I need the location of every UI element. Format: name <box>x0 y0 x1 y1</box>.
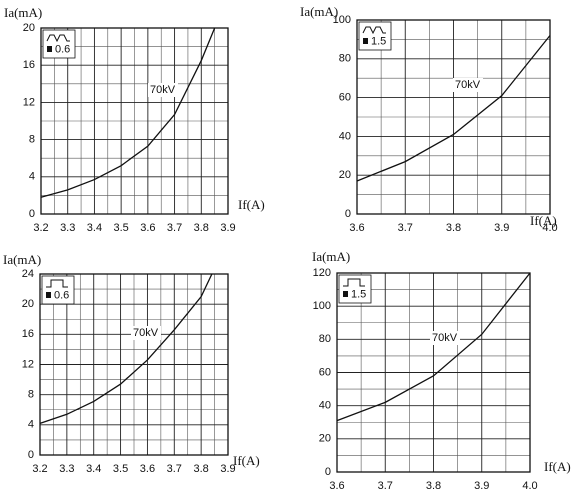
y-tick-label: 16 <box>22 328 34 340</box>
legend-box <box>358 21 392 51</box>
x-tick-label: 3.6 <box>329 480 344 492</box>
x-tick-label: 4.0 <box>542 222 557 234</box>
legend-square <box>47 46 52 52</box>
y-tick-label: 0 <box>345 208 351 220</box>
x-axis-label: If(A) <box>233 453 260 468</box>
x-tick-label: 3.7 <box>167 222 182 234</box>
x-tick-label: 3.8 <box>193 463 208 475</box>
x-tick-label: 3.4 <box>87 222 102 234</box>
y-tick-label: 20 <box>22 298 34 310</box>
y-tick-label: 12 <box>23 96 35 108</box>
x-tick-label: 3.8 <box>194 222 209 234</box>
label-bg <box>148 83 178 97</box>
legend-square <box>46 292 51 298</box>
legend-square <box>343 291 348 297</box>
y-tick-label: 4 <box>28 419 34 431</box>
x-tick-label: 4.0 <box>522 480 537 492</box>
curve <box>40 27 216 198</box>
y-tick-label: 100 <box>313 300 331 312</box>
y-tick-label: 0 <box>28 449 34 461</box>
y-tick-label: 0 <box>325 466 331 478</box>
y-tick-label: 16 <box>23 59 35 71</box>
x-axis-label: If(A) <box>530 213 557 228</box>
pulse-icon <box>46 34 70 43</box>
label-bg <box>131 326 161 340</box>
y-tick-label: 20 <box>339 169 351 181</box>
x-tick-label: 3.8 <box>446 222 461 234</box>
y-tick-label: 80 <box>339 53 351 65</box>
y-tick-label: 8 <box>29 134 35 146</box>
y-tick-label: 120 <box>313 267 331 279</box>
x-tick-label: 3.8 <box>426 480 441 492</box>
legend-box <box>338 274 372 304</box>
x-tick-label: 3.2 <box>32 463 47 475</box>
x-tick-label: 3.7 <box>378 480 393 492</box>
label-bg <box>453 78 483 92</box>
y-tick-label: 40 <box>319 400 331 412</box>
label-bg <box>430 331 460 345</box>
y-tick-label: 0 <box>29 208 35 220</box>
curve <box>356 35 551 182</box>
legend-box <box>42 29 76 59</box>
curve-label: 70kV <box>432 332 458 344</box>
y-tick-label: 24 <box>22 268 34 280</box>
x-tick-label: 3.9 <box>220 222 235 234</box>
y-tick-label: 60 <box>319 366 331 378</box>
legend-text: 1.5 <box>351 288 366 300</box>
legend-text: 0.6 <box>55 43 70 55</box>
x-tick-label: 3.6 <box>140 222 155 234</box>
curve <box>336 272 531 422</box>
x-tick-label: 3.2 <box>33 222 48 234</box>
x-tick-label: 3.6 <box>349 222 364 234</box>
y-tick-label: 60 <box>339 92 351 104</box>
x-tick-label: 3.5 <box>113 463 128 475</box>
plot-frame <box>40 27 229 215</box>
x-tick-label: 3.9 <box>474 480 489 492</box>
legend-text: 1.5 <box>371 35 386 47</box>
plot-frame <box>336 272 531 473</box>
y-tick-label: 100 <box>333 14 351 26</box>
x-tick-label: 3.9 <box>494 222 509 234</box>
legend-square <box>363 38 368 44</box>
y-axis-label: Ia(mA) <box>4 5 42 20</box>
panel: 3.6 3.7 3.8 3.9 4.0 0 20 40 60 80 100 120 Ia(mA) If(A… <box>312 249 571 492</box>
legend-box <box>41 275 75 305</box>
y-tick-label: 40 <box>339 130 351 142</box>
curve-label: 70kV <box>150 84 176 96</box>
x-tick-label: 3.5 <box>113 222 128 234</box>
x-tick-label: 3.4 <box>86 463 101 475</box>
curve-label: 70kV <box>455 79 481 91</box>
x-axis-label: If(A) <box>544 459 571 474</box>
pulse-icon <box>46 279 68 288</box>
panel: 3.2 3.3 3.4 3.5 3.6 3.7 3.8 3.9 0 4 8 12 16 20 Ia(mA) I… <box>4 5 265 234</box>
y-axis-label: Ia(mA) <box>312 249 350 264</box>
panel: 3.2 3.3 3.4 3.5 3.6 3.7 3.8 3.9 0 4 8 12 16 20 24Ia(mA… <box>3 252 260 475</box>
x-tick-label: 3.9 <box>220 463 235 475</box>
y-tick-label: 12 <box>22 358 34 370</box>
curve-label: 70kV <box>133 327 159 339</box>
x-tick-label: 3.7 <box>167 463 182 475</box>
x-tick-label: 3.3 <box>60 222 75 234</box>
y-axis-label: Ia(mA) <box>300 4 338 19</box>
plot-frame <box>39 273 229 456</box>
x-tick-label: 3.3 <box>59 463 74 475</box>
x-axis-label: If(A) <box>238 197 265 212</box>
pulse-icon <box>362 26 386 35</box>
y-tick-label: 4 <box>29 171 35 183</box>
y-axis-label: Ia(mA) <box>3 252 41 267</box>
x-tick-label: 3.7 <box>398 222 413 234</box>
y-tick-label: 20 <box>23 22 35 34</box>
pulse-icon <box>343 278 365 287</box>
y-tick-label: 20 <box>319 433 331 445</box>
plot-frame <box>356 19 551 215</box>
curve <box>39 273 213 424</box>
y-tick-label: 80 <box>319 333 331 345</box>
legend-text: 0.6 <box>54 289 69 301</box>
x-tick-label: 3.6 <box>140 463 155 475</box>
y-tick-label: 8 <box>28 389 34 401</box>
